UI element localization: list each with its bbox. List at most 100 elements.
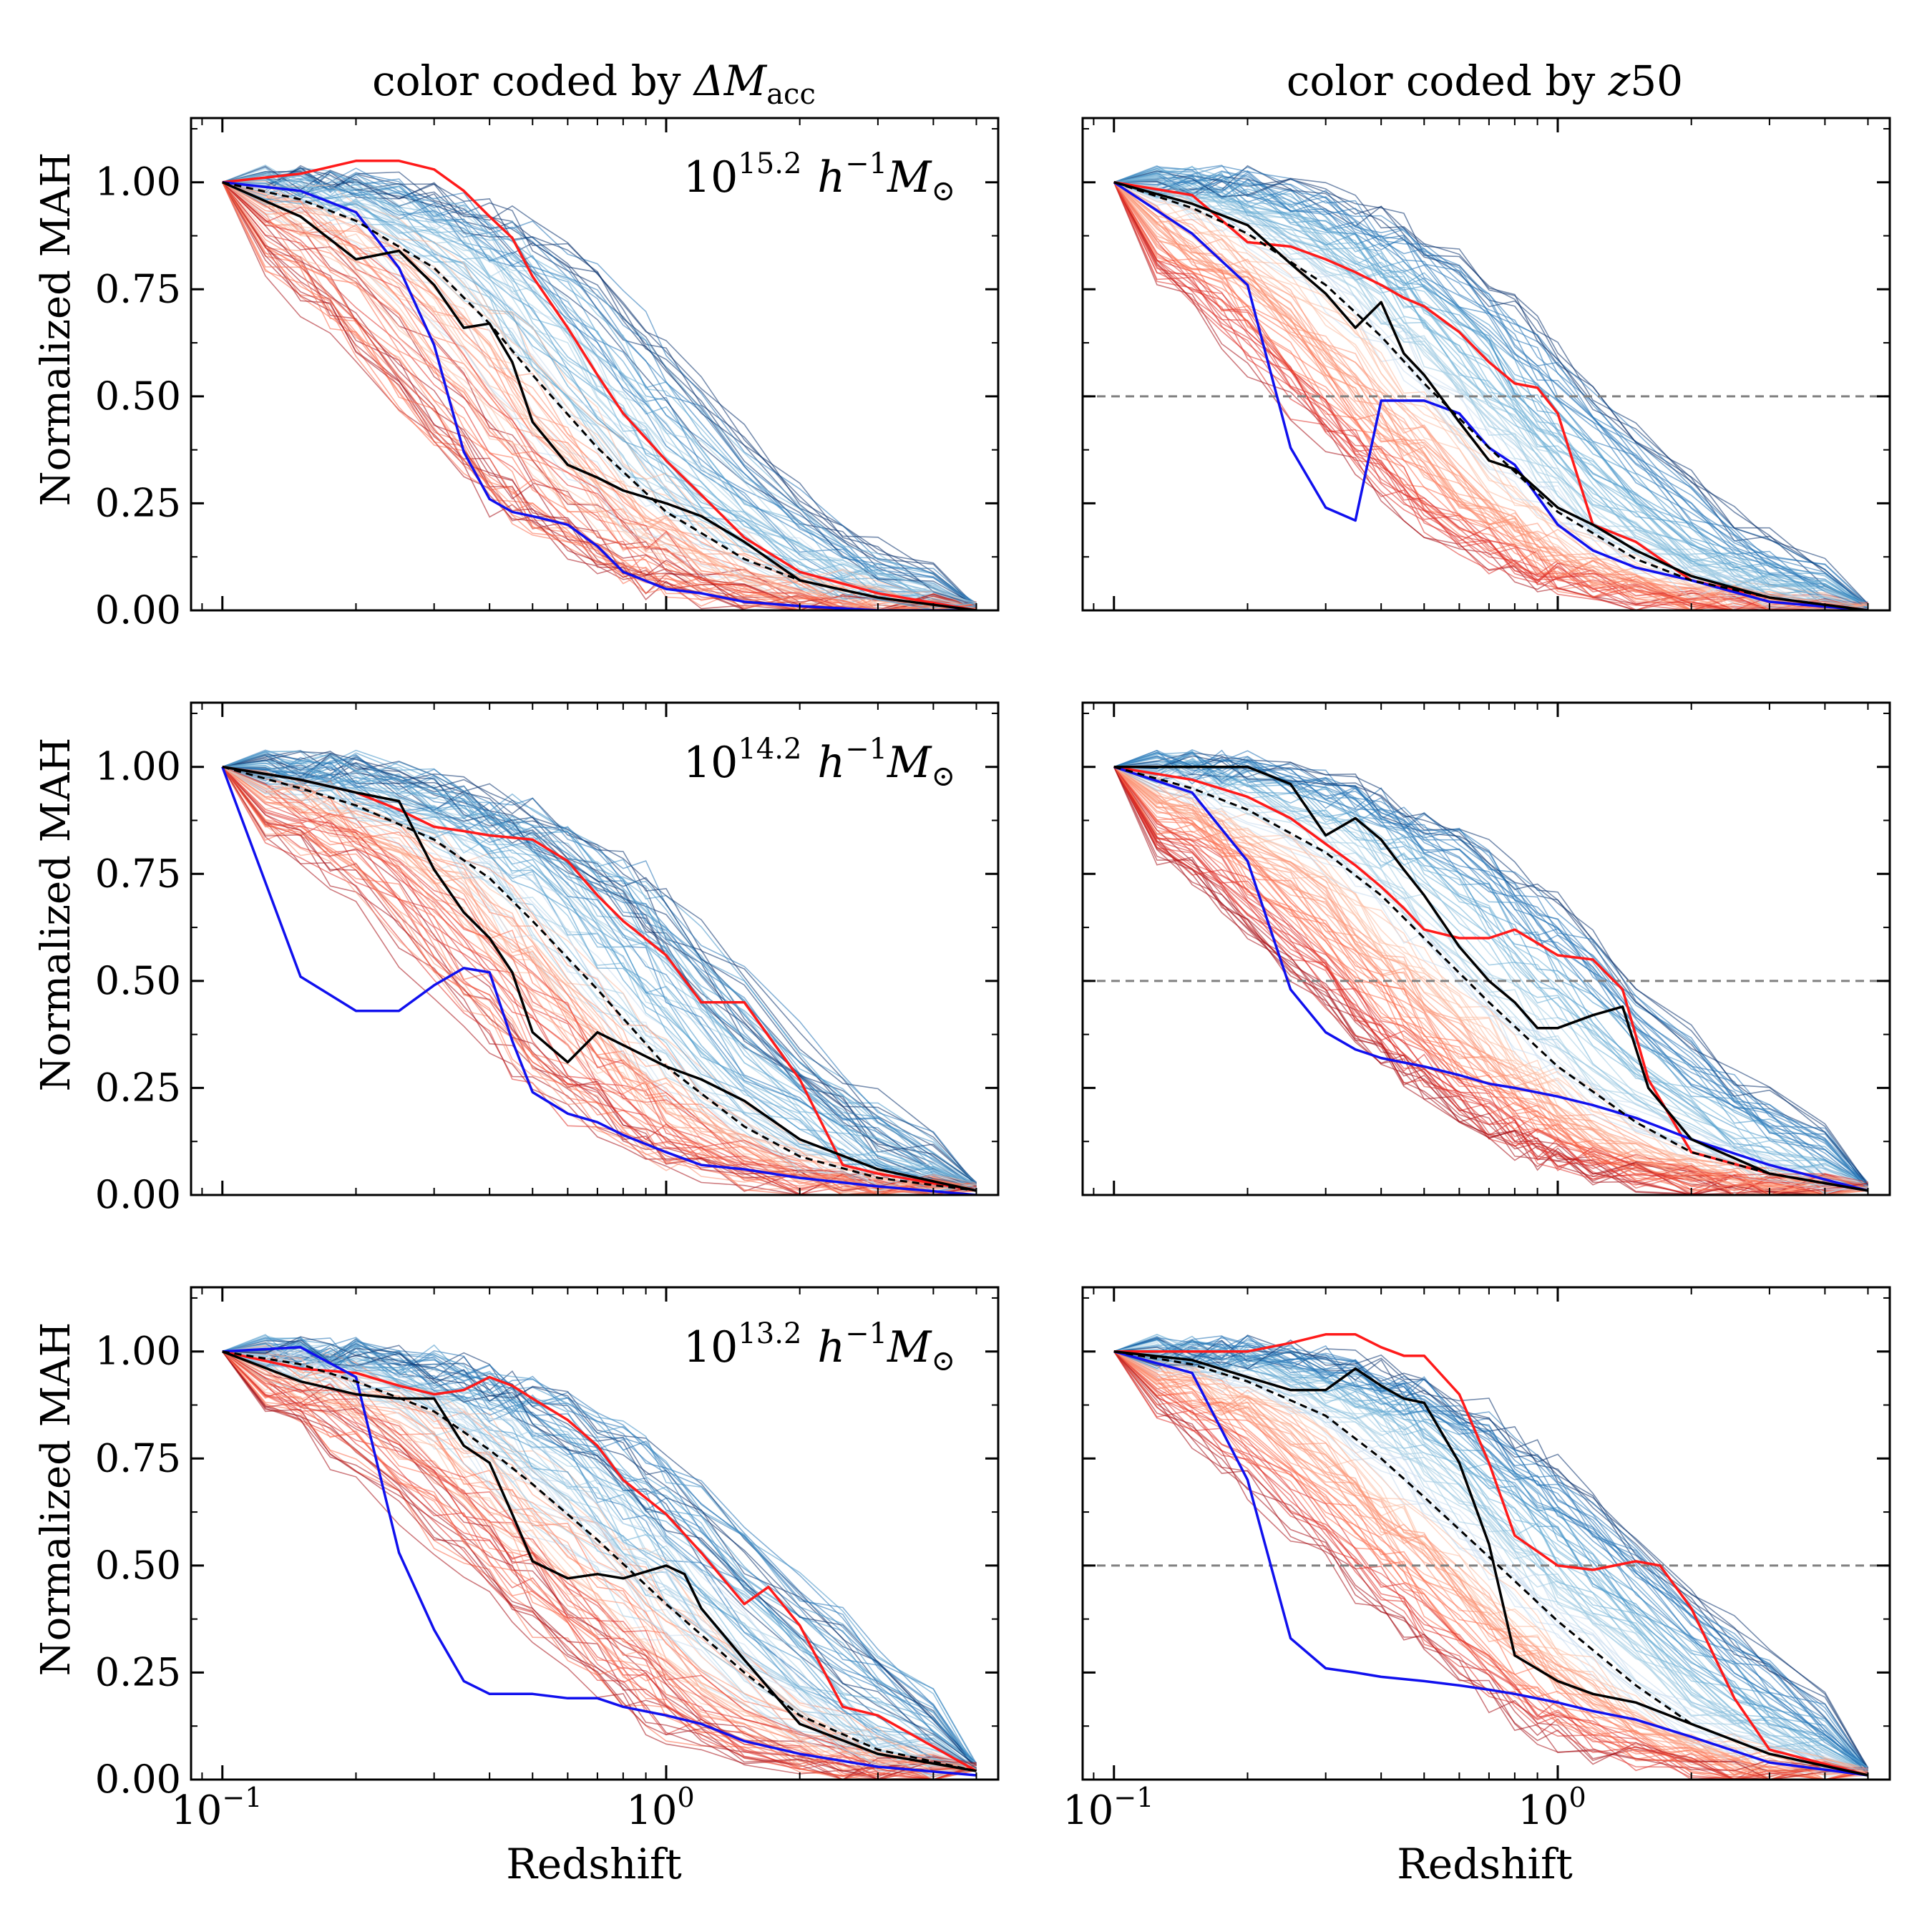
ensemble-curve xyxy=(222,1351,977,1780)
ensemble-curve xyxy=(1113,181,1868,605)
ensemble-curve xyxy=(222,1351,977,1775)
highlight-series xyxy=(221,765,977,1195)
ensemble-curve xyxy=(1113,766,1868,1195)
ensemble-curve xyxy=(222,1343,977,1766)
ensemble-curve xyxy=(222,766,977,1195)
highlight-series xyxy=(1113,1333,1868,1777)
ensemble-curve xyxy=(222,766,977,1193)
ensemble-curve xyxy=(222,766,977,1188)
series-individual xyxy=(1113,1350,1868,1777)
ensemble-curve xyxy=(1113,165,1868,605)
ensemble-curve xyxy=(222,761,977,1184)
ensemble-curve xyxy=(1113,1351,1868,1780)
ensemble-curve xyxy=(1113,1340,1868,1770)
ensemble-curve xyxy=(222,182,977,610)
ensemble-curve xyxy=(1113,1340,1869,1772)
ensemble-curve xyxy=(222,173,977,604)
ensemble-curve xyxy=(1113,766,1868,1195)
ensemble-curve xyxy=(1113,759,1869,1186)
ensemble-curve xyxy=(222,1347,977,1777)
ensemble-curve xyxy=(222,766,977,1192)
ensemble-curve xyxy=(1113,1339,1869,1770)
ensemble-curve xyxy=(222,165,977,609)
ensemble-curve xyxy=(1113,1339,1869,1768)
series-median xyxy=(1113,766,1868,1192)
ensemble-curve xyxy=(1113,167,1868,610)
column-title-right: color coded by z50 xyxy=(1287,57,1683,105)
ensemble-curve xyxy=(1113,1351,1868,1780)
ensemble-curve xyxy=(222,181,977,610)
ensemble-curve xyxy=(222,1345,977,1767)
ensemble-curve xyxy=(1113,1351,1868,1777)
ensemble-curve xyxy=(222,766,977,1190)
ensemble-curve xyxy=(222,172,977,606)
ensemble-curve xyxy=(1113,765,1868,1189)
series-low-macc xyxy=(222,180,977,610)
mass-label-row2: 1014.2 h−1M⊙ xyxy=(683,733,955,793)
ensemble-curve xyxy=(1113,172,1868,608)
ensemble-curve xyxy=(1113,1337,1869,1772)
ensemble-curve xyxy=(1113,766,1868,1194)
ensemble-curve xyxy=(1113,1351,1868,1775)
ensemble-curve xyxy=(1113,1351,1868,1775)
ensemble-curve xyxy=(1113,766,1868,1195)
ensemble-curve xyxy=(1113,1335,1868,1771)
ensemble-curve xyxy=(1113,182,1868,610)
ensemble-curve xyxy=(222,1347,977,1770)
ensemble-curve xyxy=(222,1350,977,1772)
ensemble-curve xyxy=(222,766,977,1194)
y-tick-label: 0.75 xyxy=(95,266,181,311)
axes-frame xyxy=(190,117,1000,612)
ensemble-curves xyxy=(1113,165,1869,610)
ensemble-curve xyxy=(222,167,977,610)
ensemble-curve xyxy=(1113,766,1868,1195)
highlight-series xyxy=(222,1346,977,1777)
ensemble-curve xyxy=(222,1337,977,1771)
ensemble-curve xyxy=(1113,757,1868,1186)
series-individual xyxy=(222,765,977,1192)
ensemble-curve xyxy=(1113,766,1868,1194)
ensemble-curve xyxy=(1113,170,1868,605)
ensemble-curve xyxy=(1113,166,1868,610)
y-tick-label: 0.75 xyxy=(95,851,181,896)
ensemble-curve xyxy=(222,1351,977,1777)
ensemble-curve xyxy=(222,1351,977,1770)
ensemble-curve xyxy=(1113,182,1868,610)
ensemble-curve xyxy=(222,182,977,610)
ensemble-curve xyxy=(1113,766,1868,1187)
ensemble-curve xyxy=(222,181,977,607)
ensemble-curve xyxy=(1113,766,1868,1195)
ensemble-curve xyxy=(222,766,977,1195)
ensemble-curve xyxy=(1113,1350,1868,1780)
panel-r3-c1: 0.00 0.25 0.50 0.75 1.00 10−1 100 xyxy=(95,1286,1000,1834)
ensemble-curves xyxy=(222,749,977,1195)
column-title-left: color coded by ΔMacc xyxy=(372,57,816,111)
ensemble-curve xyxy=(222,766,977,1195)
ensemble-curve xyxy=(1113,1351,1868,1778)
axes-frame xyxy=(1081,1286,1891,1781)
series-individual xyxy=(1113,765,1868,1192)
ensemble-curve xyxy=(222,1351,977,1776)
ensemble-curve xyxy=(222,756,977,1188)
ensemble-curve xyxy=(1113,1346,1869,1775)
ensemble-curve xyxy=(1113,756,1869,1184)
series-high-z50 xyxy=(1113,765,1868,1192)
ensemble-curve xyxy=(1113,1351,1868,1780)
ensemble-curve xyxy=(1113,749,1869,1185)
ensemble-curve xyxy=(1113,1350,1868,1775)
ensemble-curve xyxy=(1113,766,1868,1195)
ensemble-curve xyxy=(1113,1348,1868,1769)
ensemble-curve xyxy=(222,176,977,608)
series-low-z50 xyxy=(1113,766,1868,1192)
ensemble-curve xyxy=(222,1343,977,1765)
ensemble-curve xyxy=(1113,1342,1868,1775)
ensemble-curve xyxy=(222,1351,977,1780)
ensemble-curve xyxy=(1113,1350,1868,1770)
ensemble-curve xyxy=(1113,1345,1868,1774)
ensemble-curve xyxy=(1113,173,1868,607)
ensemble-curve xyxy=(222,171,977,606)
ensemble-curve xyxy=(222,167,977,608)
ensemble-curve xyxy=(222,167,977,609)
ensemble-curve xyxy=(222,765,977,1191)
y-tick-label: 0.00 xyxy=(95,1172,181,1217)
